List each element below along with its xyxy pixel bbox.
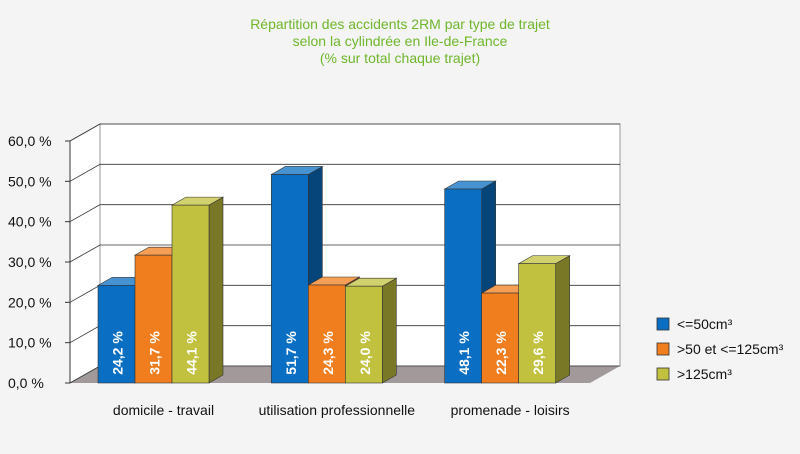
bar <box>171 204 210 384</box>
y-tick-label: 50,0 % <box>8 173 52 189</box>
y-tick-label: 40,0 % <box>8 214 52 230</box>
y-tick-label: 30,0 % <box>8 254 52 270</box>
chart-title-line-3: (% sur total chaque trajet) <box>319 50 481 66</box>
chart-title-line-1: Répartition des accidents 2RM par type d… <box>250 16 550 32</box>
bar-value-label: 51,7 % <box>283 331 299 375</box>
bar <box>97 285 136 384</box>
bar <box>308 284 346 384</box>
gridline <box>69 123 620 142</box>
y-tick-label: 20,0 % <box>8 294 52 310</box>
bar-value-label: 31,7 % <box>147 331 163 375</box>
bar-value-label: 22,3 % <box>493 331 509 375</box>
x-tick-label: promenade - loisirs <box>451 402 570 418</box>
bar <box>345 285 383 384</box>
y-tick-label: 60,0 % <box>8 133 52 149</box>
bar <box>518 263 556 384</box>
bar-side <box>382 277 397 384</box>
legend-label: <=50cm³ <box>677 316 733 332</box>
x-tick-label: utilisation professionnelle <box>259 402 416 418</box>
bar <box>444 188 482 384</box>
bar-side <box>555 255 570 384</box>
legend-swatch <box>656 342 670 356</box>
bar-value-label: 29,6 % <box>530 331 546 375</box>
x-tick-label: domicile - travail <box>113 402 214 418</box>
y-tick-label: 0,0 % <box>8 375 44 391</box>
bar-value-label: 48,1 % <box>456 331 472 375</box>
bar <box>481 292 519 384</box>
chart-title-line-2: selon la cylindrée en Ile-de-France <box>292 33 508 49</box>
legend-swatch <box>656 367 670 381</box>
bar-value-label: 44,1 % <box>184 331 200 375</box>
bar-value-label: 24,2 % <box>110 331 126 375</box>
bar-value-label: 24,0 % <box>357 331 373 375</box>
legend-label: >125cm³ <box>677 366 732 382</box>
legend-label: >50 et <=125cm³ <box>677 341 784 357</box>
legend-swatch <box>656 317 670 331</box>
y-tick-label: 10,0 % <box>8 335 52 351</box>
bar-value-label: 24,3 % <box>320 331 336 375</box>
bar <box>271 174 309 384</box>
bar <box>134 254 173 384</box>
bar-side <box>208 196 224 384</box>
gridline <box>69 163 620 182</box>
